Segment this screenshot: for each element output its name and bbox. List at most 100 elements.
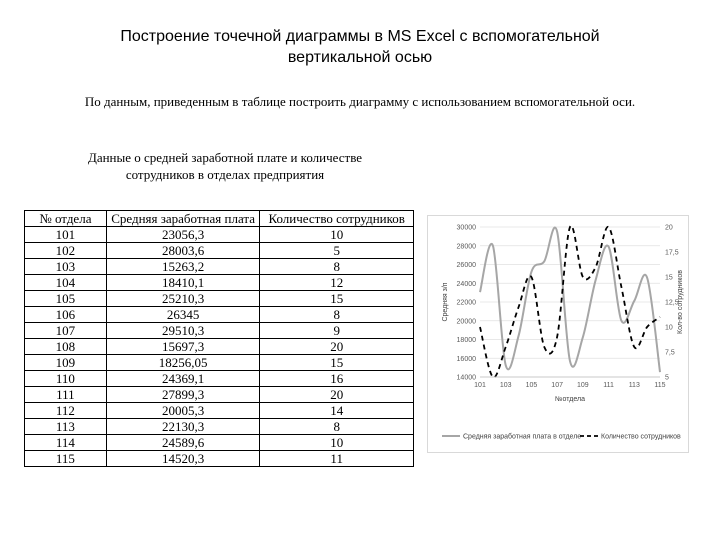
table-row: 104 18410,1 12 — [24, 274, 414, 291]
table-row: 111 27899,3 20 — [24, 386, 414, 403]
cell-employee-count: 14 — [259, 402, 414, 419]
table-row: 101 23056,3 10 — [24, 226, 414, 243]
header-average-salary: Средняя заработная плата — [105, 210, 261, 227]
y2-tick-label: 12,5 — [665, 300, 679, 307]
cell-department: 106 — [24, 306, 107, 323]
cell-average-salary: 20005,3 — [105, 402, 261, 419]
table-row: 112 20005,3 14 — [24, 402, 414, 419]
y2-axis-title: Кол-во сотрудников — [677, 270, 684, 334]
cell-employee-count: 16 — [259, 370, 414, 387]
page-title-line-2: вертикальной осью — [287, 49, 433, 66]
cell-employee-count: 15 — [259, 290, 414, 307]
table-row: 108 15697,3 20 — [24, 338, 414, 355]
table-row: 107 29510,3 9 — [24, 322, 414, 339]
cell-average-salary: 29510,3 — [105, 322, 261, 339]
x-tick-label: 113 — [629, 382, 640, 389]
cell-employee-count: 5 — [259, 242, 414, 259]
cell-employee-count: 20 — [259, 386, 414, 403]
legend-label-employees: Количество сотрудников — [601, 434, 681, 441]
y-tick-label: 14000 — [457, 375, 477, 382]
chart-container: 14000 16000 18000 20000 22000 24000 26000 28000… — [427, 215, 689, 453]
cell-department: 113 — [24, 418, 107, 435]
y2-tick-label: 20 — [665, 225, 673, 232]
cell-employee-count: 8 — [259, 258, 414, 275]
cell-department: 104 — [24, 274, 107, 291]
y2-tick-label: 15 — [665, 275, 673, 282]
table-row: 113 22130,3 8 — [24, 418, 414, 435]
y-tick-label: 30000 — [457, 225, 477, 232]
cell-department: 105 — [24, 290, 107, 307]
cell-employee-count: 10 — [259, 434, 414, 451]
cell-employee-count: 8 — [259, 306, 414, 323]
y-axis-title: Средняя з/п — [442, 282, 449, 321]
cell-department: 110 — [24, 370, 107, 387]
table-row: 106 26345 8 — [24, 306, 414, 323]
y2-tick-label: 7,5 — [665, 350, 675, 357]
legend-label-salary: Средняя заработная плата в отделе — [463, 433, 581, 441]
cell-department: 111 — [24, 386, 107, 403]
cell-employee-count: 12 — [259, 274, 414, 291]
series-line-salary — [479, 226, 661, 373]
y-tick-label: 28000 — [457, 243, 477, 250]
cell-employee-count: 9 — [259, 322, 414, 339]
x-tick-label: 101 — [474, 382, 486, 389]
header-employee-count: Количество сотрудников — [259, 210, 414, 227]
cell-average-salary: 22130,3 — [105, 418, 261, 435]
cell-average-salary: 27899,3 — [105, 386, 261, 403]
cell-department: 115 — [24, 450, 107, 467]
x-tick-label: 103 — [500, 382, 512, 389]
cell-employee-count: 8 — [259, 418, 414, 435]
y2-tick-label: 10 — [665, 325, 673, 332]
y-tick-label: 20000 — [457, 318, 477, 325]
cell-average-salary: 24369,1 — [105, 370, 261, 387]
data-table: № отдела Средняя заработная плата Количе… — [24, 210, 414, 467]
cell-department: 108 — [24, 338, 107, 355]
cell-department: 101 — [24, 226, 107, 243]
cell-department: 114 — [24, 434, 107, 451]
table-caption-line-1: Данные о средней заработной плате и коли… — [87, 150, 363, 165]
cell-average-salary: 25210,3 — [105, 290, 261, 307]
cell-average-salary: 26345 — [105, 306, 261, 323]
y-tick-label: 16000 — [457, 356, 477, 363]
y2-tick-label: 17,5 — [665, 250, 679, 257]
cell-average-salary: 15263,2 — [105, 258, 261, 275]
cell-employee-count: 11 — [259, 450, 414, 467]
table-caption-line-2: сотрудников в отделах предприятия — [125, 167, 325, 182]
table-caption: Данные о средней заработной плате и коли… — [40, 149, 410, 183]
x-tick-label: 115 — [654, 382, 665, 389]
cell-department: 112 — [24, 402, 107, 419]
table-row: 102 28003,6 5 — [24, 242, 414, 259]
cell-average-salary: 23056,3 — [105, 226, 261, 243]
cell-average-salary: 15697,3 — [105, 338, 261, 355]
cell-department: 103 — [24, 258, 107, 275]
y2-tick-label: 5 — [665, 375, 669, 382]
cell-department: 102 — [24, 242, 107, 259]
table-row: 105 25210,3 15 — [24, 290, 414, 307]
y-tick-label: 22000 — [457, 300, 477, 307]
cell-average-salary: 24589,6 — [105, 434, 261, 451]
cell-employee-count: 20 — [259, 338, 414, 355]
x-tick-label: 105 — [526, 382, 538, 389]
table-row: 103 15263,2 8 — [24, 258, 414, 275]
cell-average-salary: 18410,1 — [105, 274, 261, 291]
x-tick-label: 109 — [577, 382, 589, 389]
table-header-row: № отдела Средняя заработная плата Количе… — [24, 210, 414, 227]
cell-department: 109 — [24, 354, 107, 371]
y-tick-label: 24000 — [457, 281, 477, 288]
line-chart: 14000 16000 18000 20000 22000 24000 26000 28000… — [442, 224, 684, 441]
series-line-employees — [479, 224, 661, 379]
x-tick-label: 111 — [603, 382, 614, 389]
table-row: 115 14520,3 11 — [24, 450, 414, 467]
cell-average-salary: 28003,6 — [105, 242, 261, 259]
y-tick-label: 18000 — [457, 337, 477, 344]
x-axis-title: №отдела — [555, 396, 585, 403]
page-title: Построение точечной диаграммы в MS Excel… — [40, 26, 680, 68]
y-tick-label: 26000 — [457, 262, 477, 269]
table-row: 114 24589,6 10 — [24, 434, 414, 451]
table-row: 110 24369,1 16 — [24, 370, 414, 387]
x-tick-label: 107 — [551, 382, 563, 389]
table-row: 109 18256,05 15 — [24, 354, 414, 371]
cell-employee-count: 15 — [259, 354, 414, 371]
cell-department: 107 — [24, 322, 107, 339]
cell-employee-count: 10 — [259, 226, 414, 243]
